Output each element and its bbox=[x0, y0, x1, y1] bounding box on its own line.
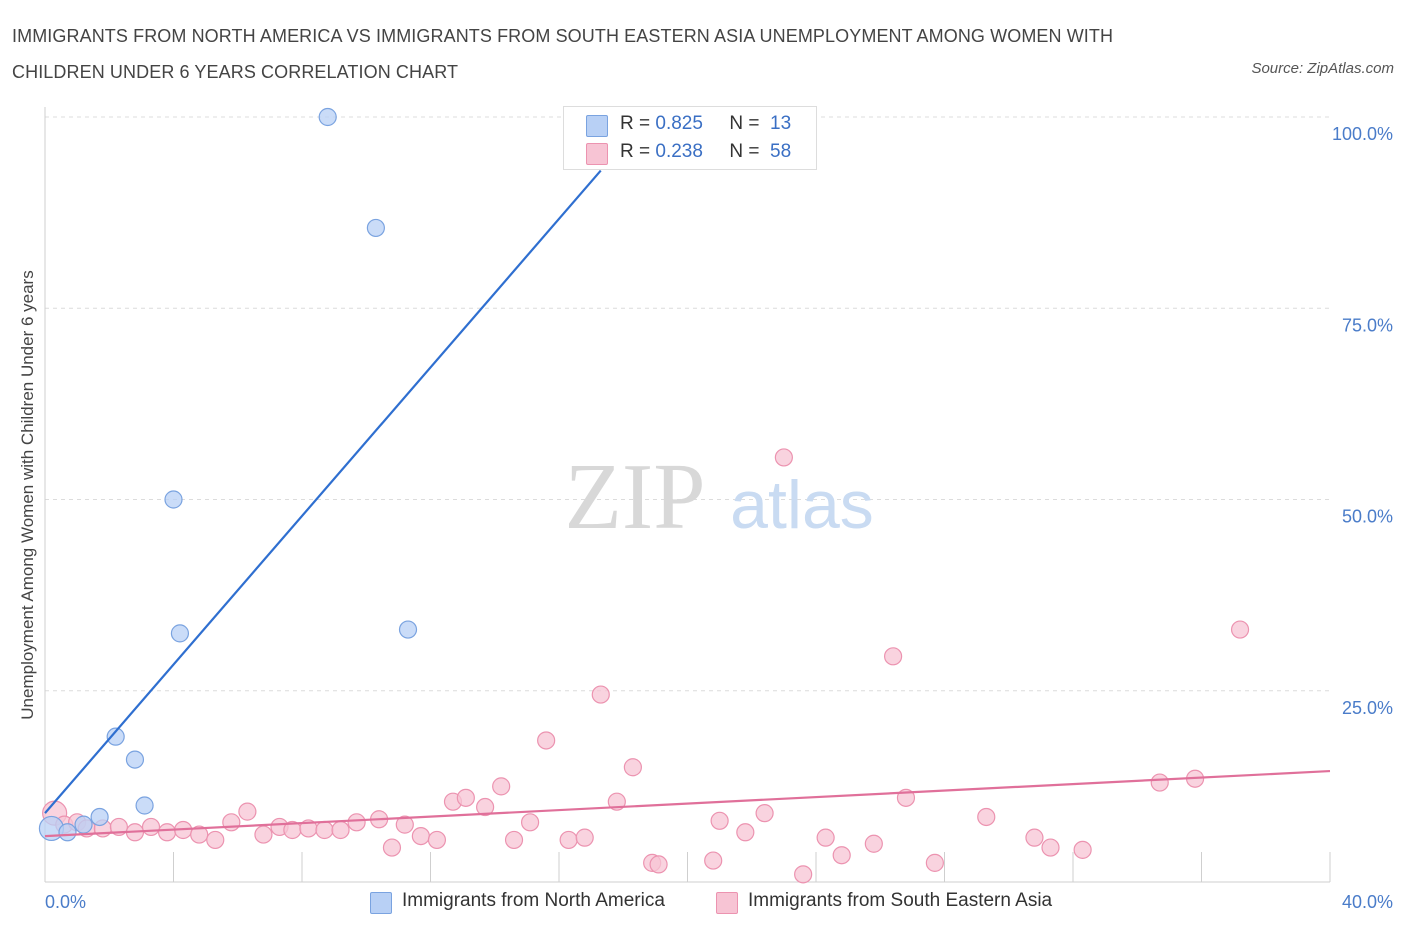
south-eastern-asia-point bbox=[1230, 620, 1250, 639]
south-eastern-asia-point bbox=[222, 813, 241, 832]
south-eastern-asia-point bbox=[190, 825, 209, 844]
south-eastern-asia-point bbox=[591, 685, 610, 704]
watermark-atlas: atlas bbox=[730, 467, 874, 543]
south-eastern-asia-point bbox=[476, 797, 495, 817]
south-eastern-asia-point bbox=[395, 815, 414, 834]
trend-lines bbox=[44, 169, 1331, 838]
south-eastern-asia-point bbox=[977, 807, 996, 827]
south-eastern-asia-point bbox=[238, 802, 257, 821]
north-america-point bbox=[170, 624, 190, 643]
south-eastern-asia-point bbox=[925, 853, 944, 872]
south-eastern-asia-point bbox=[794, 865, 813, 884]
south-eastern-asia-point bbox=[1073, 840, 1092, 859]
south-eastern-asia-point bbox=[427, 830, 447, 850]
south-eastern-asia-point bbox=[1025, 828, 1044, 847]
legend-r-label: R = bbox=[620, 141, 651, 162]
north-america-point bbox=[106, 727, 125, 746]
legend-swatch-pink bbox=[716, 892, 738, 914]
north-america-point bbox=[366, 218, 385, 238]
south-eastern-asia-point bbox=[520, 813, 540, 832]
legend-swatch-blue bbox=[370, 892, 392, 914]
x-tick-label-min: 0.0% bbox=[45, 892, 86, 912]
south-eastern-asia-point bbox=[575, 828, 594, 847]
south-eastern-asia-point bbox=[331, 820, 350, 840]
south-eastern-asia-point bbox=[755, 804, 774, 823]
y-tick-label-25: 25.0% bbox=[1342, 698, 1393, 718]
south-eastern-asia-point bbox=[710, 811, 729, 830]
south-eastern-asia-point bbox=[649, 855, 668, 874]
legend-n-value: 58 bbox=[770, 141, 792, 162]
legend-swatch-pink bbox=[586, 143, 608, 165]
south-eastern-asia-point bbox=[736, 823, 755, 842]
south-eastern-asia-point bbox=[704, 851, 723, 870]
legend-r-label: R = bbox=[620, 113, 651, 134]
tick-labels: 25.0% 50.0% 75.0% 100.0% 0.0% 40.0% bbox=[45, 124, 1393, 912]
series-north-america-points bbox=[38, 107, 716, 842]
north-america-point bbox=[125, 750, 145, 769]
chart-title: IMMIGRANTS FROM NORTH AMERICA VS IMMIGRA… bbox=[12, 26, 1114, 82]
trend-line-north-america bbox=[44, 169, 602, 814]
south-eastern-asia-point bbox=[254, 825, 273, 844]
series-legend: Immigrants from North America Immigrants… bbox=[0, 888, 1406, 916]
south-eastern-asia-point bbox=[774, 448, 793, 467]
north-america-point bbox=[90, 807, 109, 827]
south-eastern-asia-point bbox=[206, 830, 225, 850]
y-tick-label-50: 50.0% bbox=[1342, 507, 1393, 527]
south-eastern-asia-point bbox=[1041, 838, 1060, 857]
legend-r-value: 0.238 bbox=[655, 141, 703, 162]
legend-n-label: N = bbox=[729, 113, 760, 134]
source-credit: Source: ZipAtlas.com bbox=[1251, 60, 1394, 77]
south-eastern-asia-point bbox=[382, 838, 402, 857]
x-tick-label-max: 40.0% bbox=[1342, 892, 1393, 912]
south-eastern-asia-point bbox=[832, 846, 851, 865]
legend-n-value: 13 bbox=[770, 113, 792, 134]
north-america-point bbox=[318, 107, 337, 127]
watermark: ZIP atlas bbox=[565, 445, 874, 549]
legend-label-north-america: Immigrants from North America bbox=[402, 890, 665, 911]
north-america-point bbox=[74, 815, 93, 834]
south-eastern-asia-point bbox=[411, 826, 430, 846]
south-eastern-asia-point bbox=[559, 830, 578, 850]
north-america-point bbox=[164, 490, 183, 509]
south-eastern-asia-point bbox=[315, 820, 334, 840]
north-america-point bbox=[135, 796, 154, 815]
south-eastern-asia-point bbox=[537, 731, 556, 750]
south-eastern-asia-point bbox=[141, 817, 161, 837]
trend-line-south-eastern-asia bbox=[44, 769, 1331, 838]
south-eastern-asia-point bbox=[623, 758, 642, 777]
south-eastern-asia-point bbox=[347, 813, 366, 832]
north-america-point bbox=[398, 620, 418, 639]
south-eastern-asia-point bbox=[864, 834, 883, 853]
south-eastern-asia-point bbox=[456, 788, 475, 807]
south-eastern-asia-point bbox=[883, 647, 903, 666]
south-eastern-asia-point bbox=[816, 828, 835, 847]
axes bbox=[44, 107, 1331, 883]
south-eastern-asia-point bbox=[492, 777, 511, 796]
legend-n-label: N = bbox=[729, 141, 760, 162]
legend-label-south-eastern-asia: Immigrants from South Eastern Asia bbox=[748, 890, 1053, 911]
watermark-zip: ZIP bbox=[565, 445, 706, 549]
y-tick-label-75: 75.0% bbox=[1342, 315, 1393, 335]
south-eastern-asia-point bbox=[1150, 773, 1169, 792]
south-eastern-asia-point bbox=[504, 830, 524, 850]
north-america-point bbox=[58, 823, 77, 842]
legend-swatch-blue bbox=[586, 115, 608, 137]
grid-lines bbox=[45, 116, 1330, 692]
south-eastern-asia-point bbox=[157, 823, 177, 842]
legend-r-value: 0.825 bbox=[655, 113, 703, 134]
y-tick-label-100: 100.0% bbox=[1332, 124, 1393, 144]
correlation-legend: R = 0.825 N = 13 R = 0.238 N = 58 bbox=[563, 106, 817, 170]
